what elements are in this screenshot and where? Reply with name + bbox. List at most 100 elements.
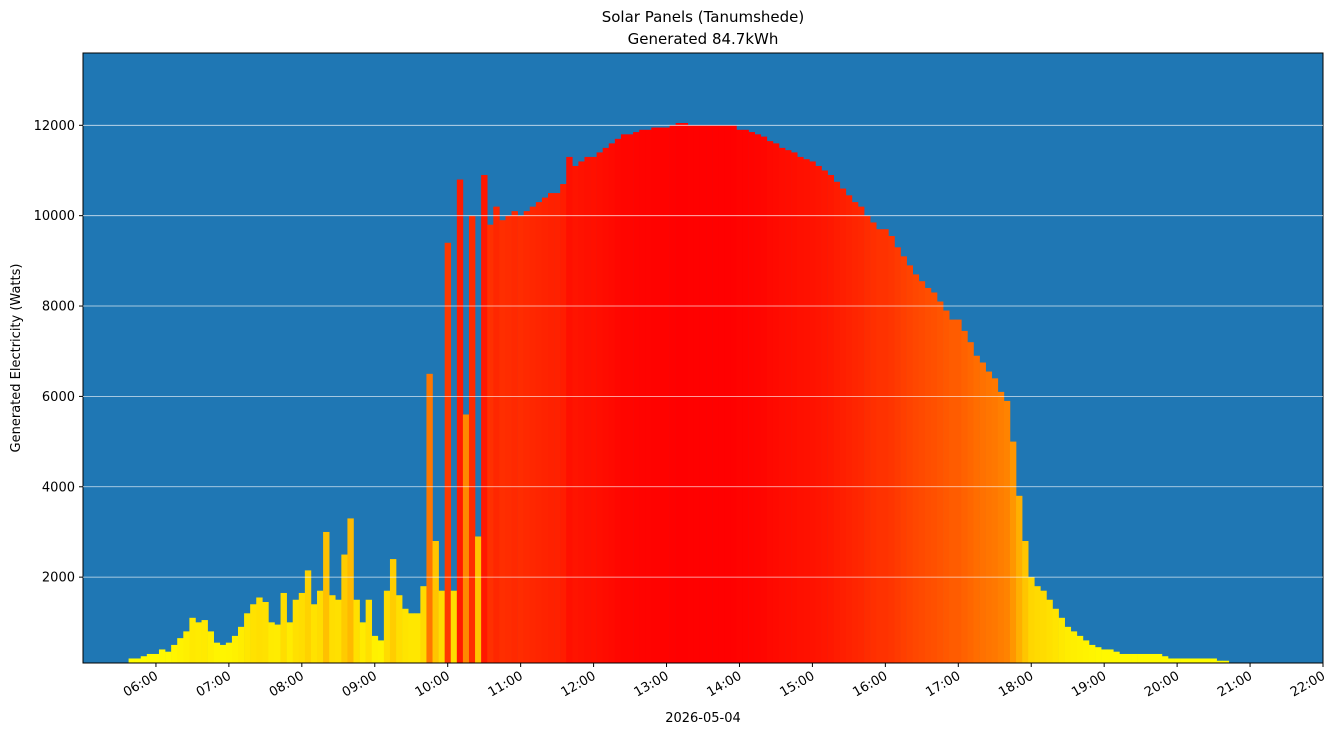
bar <box>1058 617 1065 663</box>
bar <box>1009 441 1017 663</box>
bar <box>408 613 415 663</box>
bar <box>772 143 780 664</box>
bar <box>152 653 160 663</box>
x-axis-label: 2026-05-04 <box>665 711 741 726</box>
x-tick-label: 08:00 <box>267 669 307 701</box>
bar <box>967 342 974 663</box>
bar <box>280 592 287 663</box>
bar <box>1198 658 1205 663</box>
bars <box>128 123 1230 664</box>
bar <box>949 319 956 663</box>
x-tick-label: 06:00 <box>121 669 161 701</box>
bar <box>262 602 269 663</box>
bar <box>766 141 774 664</box>
bar <box>420 586 427 663</box>
x-tick-label: 11:00 <box>486 669 526 701</box>
bar <box>292 599 300 663</box>
bar <box>377 640 385 663</box>
bar <box>845 195 853 664</box>
x-tick-label: 13:00 <box>632 669 672 701</box>
bar <box>535 202 543 663</box>
y-tick-label: 10000 <box>34 209 75 224</box>
bar <box>1174 658 1181 663</box>
bar <box>219 644 227 663</box>
bar <box>614 138 622 663</box>
bar <box>760 136 768 663</box>
bar <box>213 642 221 663</box>
bar <box>633 132 640 663</box>
bar <box>560 184 567 663</box>
bar <box>158 649 166 663</box>
bar <box>1222 660 1230 663</box>
bar <box>985 371 993 663</box>
bar <box>651 127 658 664</box>
bar <box>438 590 445 663</box>
bar <box>894 247 901 663</box>
bar <box>134 658 142 663</box>
bar <box>1149 653 1157 663</box>
bar <box>383 590 391 663</box>
bar <box>389 559 397 663</box>
bar <box>748 132 755 663</box>
bar <box>1204 658 1211 663</box>
bar <box>991 378 999 663</box>
bar <box>888 236 895 663</box>
bar <box>1155 653 1163 663</box>
y-tick-label: 12000 <box>34 119 75 134</box>
x-tick-label: 21:00 <box>1215 669 1255 701</box>
bar <box>1125 653 1132 663</box>
bar <box>432 541 439 663</box>
bar <box>310 604 318 663</box>
x-tick-label: 15:00 <box>777 669 817 701</box>
bar <box>475 536 482 663</box>
chart-title: Solar Panels (Tanumshede) <box>602 8 805 26</box>
bar <box>268 622 275 663</box>
bar <box>317 590 324 663</box>
bar <box>882 229 889 663</box>
bar <box>712 125 719 664</box>
bar <box>128 658 135 663</box>
y-axis-label: Generated Electricity (Watts) <box>9 264 24 453</box>
bar <box>1137 653 1144 663</box>
bar <box>578 161 585 663</box>
bar <box>177 638 184 663</box>
bar <box>1070 631 1078 663</box>
bar <box>171 644 178 663</box>
bar <box>1143 653 1151 663</box>
bar <box>1161 656 1169 663</box>
bar <box>669 125 676 664</box>
bar <box>414 613 421 663</box>
bar <box>146 653 154 663</box>
y-tick-label: 2000 <box>42 571 75 586</box>
bar <box>851 202 859 663</box>
bar <box>675 123 683 663</box>
bar <box>1216 660 1224 663</box>
x-tick-label: 10:00 <box>413 669 453 701</box>
bar <box>444 242 452 663</box>
x-tick-label: 14:00 <box>705 669 745 701</box>
bar <box>706 125 713 664</box>
bar <box>481 175 488 663</box>
bar <box>250 604 257 663</box>
bar <box>298 592 306 663</box>
bar <box>1119 653 1126 663</box>
x-tick-label: 22:00 <box>1288 669 1328 701</box>
bar <box>1016 495 1023 663</box>
bar <box>353 599 360 663</box>
bar <box>529 206 537 663</box>
x-tick-label: 16:00 <box>850 669 890 701</box>
bar <box>541 197 549 663</box>
bar <box>1003 400 1011 663</box>
bar <box>511 211 518 664</box>
bar <box>596 152 604 663</box>
bar <box>499 220 506 663</box>
bar <box>681 123 689 663</box>
bar <box>791 152 798 663</box>
bar <box>876 229 883 663</box>
bar <box>1192 658 1199 663</box>
y-tick-label: 4000 <box>42 480 75 495</box>
bar <box>493 206 500 663</box>
bar <box>456 179 464 663</box>
x-tick-label: 12:00 <box>559 669 599 701</box>
